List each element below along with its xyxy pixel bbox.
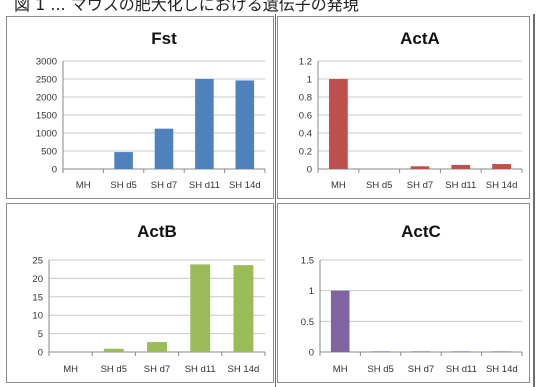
chart-title: ActA — [400, 29, 440, 48]
y-tick-label: 25 — [32, 256, 43, 267]
y-tick-label: 5 — [38, 329, 43, 340]
bar-sh-14d — [233, 265, 254, 352]
y-tick-label: 0.2 — [299, 147, 312, 158]
y-tick-label: 15 — [32, 292, 43, 303]
x-tick-label: MH — [76, 180, 91, 191]
chart-title: ActB — [137, 222, 177, 241]
x-tick-label: SH 14d — [228, 364, 260, 375]
chart-title: ActC — [401, 222, 441, 241]
bar-sh-d11 — [195, 79, 214, 169]
x-tick-label: SH d11 — [189, 180, 220, 191]
figure-header-text: 図 1 ... マウスの肥大化しにおける遺伝子の発現 — [14, 0, 359, 14]
bar-sh-d7 — [154, 128, 174, 169]
x-tick-label: SH d5 — [367, 364, 393, 375]
y-tick-label: 1.5 — [301, 256, 314, 267]
chart-actc: ActC 0 0.5 1 1.5 MH SH d5 SH d7 SH d11 SH 14d — [301, 222, 523, 375]
y-tick-label: 0.6 — [299, 111, 312, 122]
y-tick-label: 3000 — [36, 57, 57, 68]
y-tick-label: 2500 — [36, 75, 57, 86]
y-tick-label: 0.4 — [299, 129, 312, 140]
bar-sh-d11 — [451, 164, 471, 169]
y-tick-label: 0 — [52, 165, 57, 176]
outer-frame-divider — [275, 14, 276, 387]
y-tick-label: 0.8 — [299, 93, 312, 104]
bar-sh-14d — [492, 351, 512, 352]
chart-acta: ActA 0 0.2 0.4 0.6 0.8 1 1.2 MH SH d5 SH d7 SH d11 S… — [299, 29, 523, 191]
y-tick-label: 0 — [307, 165, 312, 176]
x-tick-label: SH d11 — [446, 364, 477, 375]
x-tick-label: SH d7 — [408, 364, 434, 375]
y-tick-label: 500 — [41, 147, 57, 158]
y-tick-label: 2000 — [36, 93, 57, 104]
x-tick-label: SH d7 — [407, 180, 433, 191]
chart-panel-actc: ActC 0 0.5 1 1.5 MH SH d5 SH d7 SH d11 SH 14d — [277, 203, 530, 383]
y-tick-label: 10 — [32, 311, 43, 322]
bar-sh-d7 — [410, 166, 430, 169]
x-tick-label: SH 14d — [229, 180, 261, 191]
x-tick-label: SH 14d — [486, 180, 518, 191]
x-tick-label: SH d5 — [101, 364, 127, 375]
chart-fst: Fst 0 500 1000 1500 2000 2500 3000 MH SH d5 SH d7 S… — [36, 29, 266, 191]
y-tick-label: 1000 — [36, 129, 57, 140]
y-tick-label: 0 — [309, 348, 314, 359]
x-tick-label: SH 14d — [486, 364, 518, 375]
y-tick-label: 1 — [309, 286, 314, 297]
bar-sh-d11 — [452, 351, 471, 352]
bar-sh-d5 — [114, 152, 133, 169]
x-tick-label: SH d7 — [151, 180, 177, 191]
bar-sh-d7 — [147, 342, 167, 352]
x-tick-label: SH d5 — [110, 180, 136, 191]
bar-sh-d7 — [411, 351, 431, 352]
cropped-figure-header: 図 1 ... マウスの肥大化しにおける遺伝子の発現 — [0, 0, 538, 14]
bar-sh-d5 — [103, 348, 124, 352]
y-tick-label: 20 — [32, 274, 43, 285]
chart-panel-fst: Fst 0 500 1000 1500 2000 2500 3000 MH SH d5 SH d7 S… — [6, 16, 274, 199]
x-tick-label: MH — [331, 180, 346, 191]
bar-sh-14d — [235, 80, 255, 169]
x-tick-label: MH — [333, 364, 348, 375]
chart-actb: ActB 0 5 10 15 20 25 MH SH d5 SH d7 SH d11 SH 14d — [32, 222, 266, 375]
y-tick-label: 1 — [307, 75, 312, 86]
bar-mh — [330, 290, 350, 352]
outer-frame-right — [533, 14, 535, 387]
x-tick-label: MH — [63, 364, 78, 375]
x-tick-label: SH d11 — [185, 364, 216, 375]
chart-title: Fst — [151, 29, 177, 48]
bar-mh — [329, 79, 348, 169]
y-tick-label: 0 — [38, 348, 43, 359]
x-tick-label: SH d11 — [445, 180, 476, 191]
chart-panel-actb: ActB 0 5 10 15 20 25 MH SH d5 SH d7 SH d11 SH 14d — [6, 203, 274, 383]
y-tick-label: 1500 — [36, 111, 57, 122]
bar-sh-14d — [492, 164, 511, 169]
bar-sh-d11 — [190, 264, 211, 352]
x-tick-label: SH d5 — [366, 180, 392, 191]
chart-panel-acta: ActA 0 0.2 0.4 0.6 0.8 1 1.2 MH SH d5 SH d7 SH d11 S… — [277, 16, 530, 199]
y-tick-label: 0.5 — [301, 317, 314, 328]
bar-sh-d5 — [371, 351, 390, 352]
x-tick-label: SH d7 — [144, 364, 170, 375]
y-tick-label: 1.2 — [299, 57, 312, 68]
